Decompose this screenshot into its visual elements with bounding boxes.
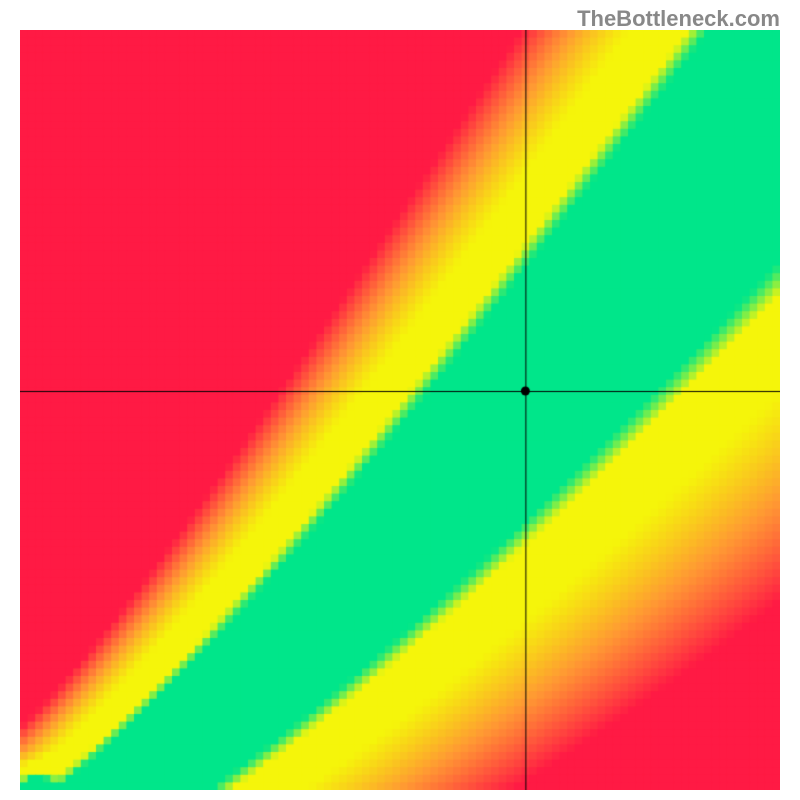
heatmap-plot-area: [20, 30, 780, 790]
watermark-text: TheBottleneck.com: [577, 6, 780, 32]
heatmap-canvas: [20, 30, 780, 790]
